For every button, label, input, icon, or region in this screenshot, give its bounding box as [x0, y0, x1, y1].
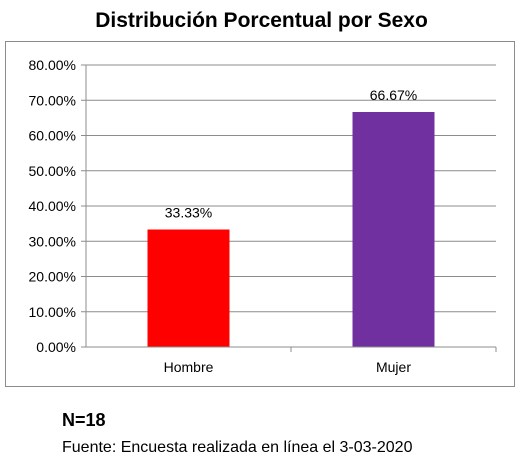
- sample-size-label: N=18: [62, 410, 106, 430]
- source-note: Fuente: Encuesta realizada en línea el 3…: [62, 439, 413, 456]
- y-tick-label: 10.00%: [29, 304, 76, 320]
- y-tick-label: 30.00%: [29, 233, 76, 249]
- bar-chart: 0.00% 10.00% 20.00% 30.00% 40.00% 50.00% 60.00…: [29, 57, 497, 375]
- y-tick-label: 20.00%: [29, 269, 76, 285]
- y-tick-label: 0.00%: [36, 339, 76, 355]
- y-tick-label: 60.00%: [29, 128, 76, 144]
- chart-area: 0.00% 10.00% 20.00% 30.00% 40.00% 50.00% 60.00…: [5, 41, 515, 387]
- y-tick-label: 80.00%: [29, 57, 76, 73]
- x-tick-label: Mujer: [376, 359, 411, 375]
- data-label: 33.33%: [165, 205, 212, 221]
- y-tick-label: 40.00%: [29, 198, 76, 214]
- y-tick-label: 70.00%: [29, 92, 76, 108]
- bar-hombre: [147, 229, 230, 347]
- bar-mujer: [352, 111, 435, 347]
- chart-title: Distribución Porcentual por Sexo: [95, 9, 428, 32]
- y-tick-label: 50.00%: [29, 163, 76, 179]
- x-tick-label: Hombre: [164, 359, 214, 375]
- data-label: 66.67%: [370, 87, 417, 103]
